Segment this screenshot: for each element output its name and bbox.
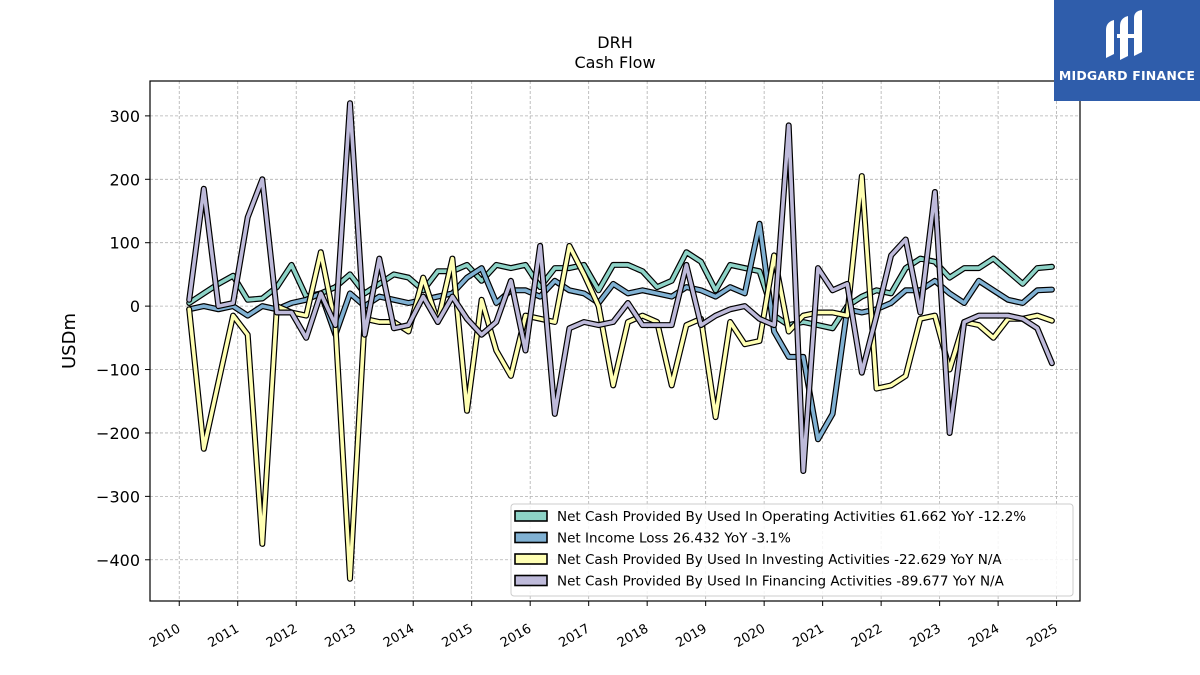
legend-swatch [514, 531, 548, 544]
x-tick-label: 2024 [966, 621, 1002, 651]
legend-item: Net Cash Provided By Used In Investing A… [514, 552, 1002, 568]
legend-label: Net Income Loss 26.432 YoY -3.1% [557, 531, 791, 547]
legend-label: Net Cash Provided By Used In Financing A… [557, 574, 1005, 590]
x-tick-label: 2012 [264, 621, 300, 651]
legend-swatch [514, 574, 548, 587]
x-tick-label: 2018 [615, 621, 651, 651]
y-tick-label: 300 [109, 107, 140, 126]
y-axis-label: USDm [59, 313, 80, 369]
legend-box [510, 503, 1074, 597]
legend-label: Net Cash Provided By Used In Operating A… [557, 509, 1026, 525]
y-tick-label: 200 [109, 170, 140, 189]
y-tick-label: −100 [96, 361, 140, 380]
chart-title: DRH [597, 33, 632, 52]
x-tick-label: 2025 [1024, 621, 1060, 651]
midgard-logo-mark-icon [1106, 10, 1142, 60]
x-tick-label: 2020 [732, 621, 768, 651]
x-tick-label: 2013 [323, 621, 359, 651]
y-tick-label: 0 [130, 297, 140, 316]
x-tick-label: 2023 [907, 621, 943, 651]
legend-item: Net Cash Provided By Used In Financing A… [514, 574, 1005, 590]
y-tick-label: 100 [109, 234, 140, 253]
series-line [187, 101, 1054, 473]
x-axis-ticks: 2010 2011 2012 2013 2014 2015 2016 2017 2018 2019… [147, 601, 1061, 651]
legend-item: Net Cash Provided By Used In Operating A… [514, 509, 1026, 525]
y-tick-label: −400 [96, 551, 140, 570]
x-tick-label: 2022 [849, 621, 885, 651]
x-tick-label: 2014 [381, 621, 417, 651]
legend-item: Net Income Loss 26.432 YoY -3.1% [514, 531, 791, 547]
y-tick-label: −200 [96, 424, 140, 443]
x-tick-label: 2015 [440, 621, 476, 651]
midgard-logo: MIDGARD FINANCE [1054, 0, 1200, 101]
legend-label: Net Cash Provided By Used In Investing A… [557, 552, 1002, 568]
x-tick-label: 2010 [147, 621, 183, 651]
x-tick-label: 2011 [206, 621, 242, 651]
legend-swatch [514, 510, 548, 522]
plot-frame [149, 80, 1081, 602]
x-tick-label: 2017 [557, 621, 593, 651]
x-tick-label: 2021 [790, 621, 826, 651]
y-axis-ticks: 300 200 100 0 −100 −200 −300 −400 [96, 107, 150, 570]
legend: Net Cash Provided By Used In Operating A… [510, 503, 1074, 597]
midgard-logo-text: MIDGARD FINANCE [1058, 68, 1196, 83]
x-tick-label: 2019 [674, 621, 710, 651]
series-layer [186, 100, 1055, 582]
legend-swatch [514, 553, 548, 565]
chart-subtitle: Cash Flow [574, 53, 655, 72]
x-tick-label: 2016 [498, 621, 534, 651]
y-tick-label: −300 [96, 487, 140, 506]
series-4 [186, 100, 1055, 474]
